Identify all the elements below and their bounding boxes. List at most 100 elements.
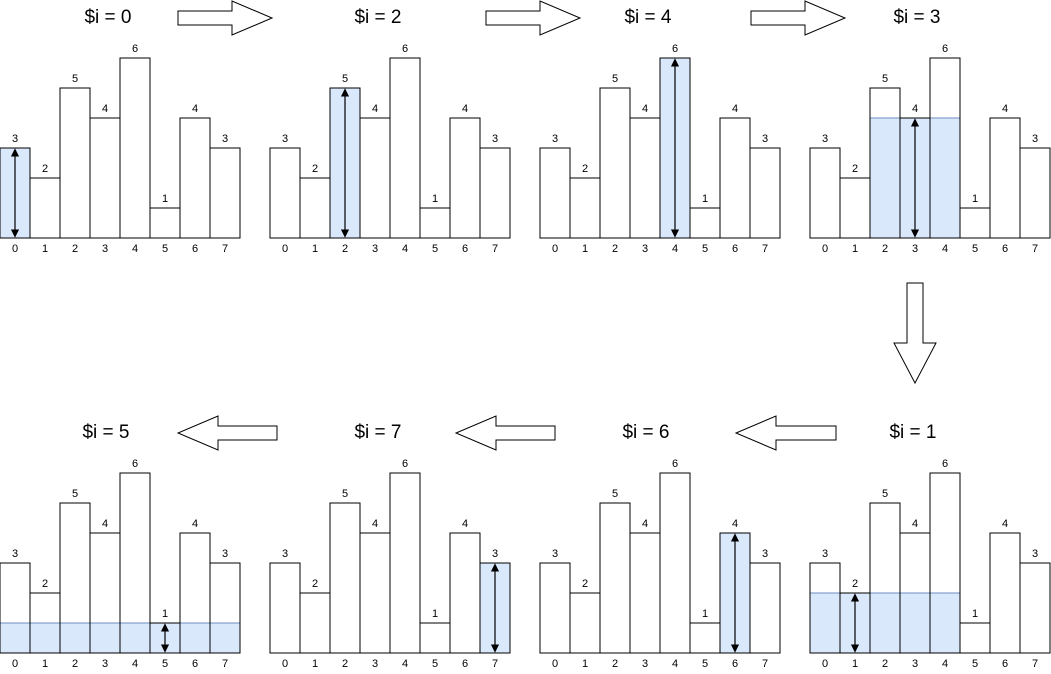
flow-arrows	[176, 0, 937, 451]
bar	[29, 177, 61, 239]
bar-value-label: 2	[42, 163, 48, 175]
bar-value-label: 2	[582, 578, 588, 590]
bar-value-label: 4	[1002, 103, 1008, 115]
index-tick-label: 0	[12, 243, 18, 255]
index-tick-label: 1	[312, 658, 318, 670]
index-tick-label: 4	[132, 243, 138, 255]
bar	[209, 147, 241, 239]
index-tick-label: 0	[282, 658, 288, 670]
index-tick-label: 2	[72, 658, 78, 670]
index-tick-label: 2	[612, 243, 618, 255]
bar-value-label: 3	[822, 548, 828, 560]
bar	[809, 147, 841, 239]
index-tick-label: 6	[732, 243, 738, 255]
bar	[1019, 562, 1051, 654]
bar-value-label: 3	[822, 133, 828, 145]
panel-title: $i = 7	[354, 422, 401, 443]
index-tick-label: 4	[672, 243, 678, 255]
bar-value-label: 5	[882, 488, 888, 500]
bar-value-label: 1	[432, 193, 438, 205]
index-tick-label: 1	[852, 243, 858, 255]
bar	[299, 592, 331, 654]
index-tick-label: 5	[702, 658, 708, 670]
bar-value-label: 2	[42, 578, 48, 590]
index-tick-label: 1	[852, 658, 858, 670]
panel-i-3: $i = 3 3 0 2 1 5 2 4 3 6 4 1 5 4 6 3 7	[809, 7, 1051, 255]
index-tick-label: 3	[102, 243, 108, 255]
bar	[569, 177, 601, 239]
index-tick-label: 6	[462, 243, 468, 255]
index-tick-label: 0	[552, 243, 558, 255]
index-tick-label: 6	[1002, 658, 1008, 670]
panel-title: $i = 1	[889, 422, 936, 443]
index-tick-label: 3	[912, 658, 918, 670]
arrow-down-icon	[893, 282, 937, 385]
index-tick-label: 6	[462, 658, 468, 670]
panels: $i = 0 3 0 2 1 5 2 4 3 6 4 1 5 4 6 3 7 $i = 2 3 0 2 1 5 2 4 3 6 4 1 5…	[0, 7, 1051, 670]
index-tick-label: 5	[432, 658, 438, 670]
index-tick-label: 7	[222, 243, 228, 255]
bar	[929, 57, 961, 239]
bar-value-label: 4	[642, 518, 648, 530]
bar	[179, 117, 211, 239]
index-tick-label: 6	[1002, 243, 1008, 255]
bar	[539, 147, 571, 239]
index-tick-label: 7	[762, 658, 768, 670]
bar-value-label: 4	[912, 103, 918, 115]
panel-i-2: $i = 2 3 0 2 1 5 2 4 3 6 4 1 5 4 6 3 7	[269, 7, 511, 255]
index-tick-label: 7	[222, 658, 228, 670]
panel-i-4: $i = 4 3 0 2 1 5 2 4 3 6 4 1 5 4 6 3 7	[539, 7, 781, 255]
bar	[449, 532, 481, 654]
bar-value-label: 4	[462, 103, 468, 115]
index-tick-label: 4	[942, 658, 948, 670]
bar	[989, 532, 1021, 654]
index-tick-label: 3	[912, 243, 918, 255]
bar-value-label: 3	[282, 548, 288, 560]
arrow-left-1-icon	[176, 415, 278, 451]
index-tick-label: 7	[1032, 658, 1038, 670]
bar	[1019, 147, 1051, 239]
bar-value-label: 4	[1002, 518, 1008, 530]
bar	[659, 57, 691, 239]
index-tick-label: 3	[642, 658, 648, 670]
arrow-right-1-icon	[177, 0, 274, 36]
bar-value-label: 2	[312, 163, 318, 175]
index-tick-label: 1	[582, 658, 588, 670]
bar	[629, 532, 661, 654]
bar-value-label: 4	[912, 518, 918, 530]
bar-value-label: 2	[852, 163, 858, 175]
bar-value-label: 6	[132, 43, 138, 55]
bar-value-label: 3	[492, 133, 498, 145]
bar-value-label: 1	[702, 193, 708, 205]
index-tick-label: 0	[12, 658, 18, 670]
panel-title: $i = 0	[84, 7, 131, 28]
index-tick-label: 1	[42, 243, 48, 255]
bar-value-label: 6	[402, 43, 408, 55]
bar-value-label: 5	[72, 73, 78, 85]
bar-value-label: 3	[552, 548, 558, 560]
index-tick-label: 0	[822, 658, 828, 670]
bar-value-label: 4	[102, 518, 108, 530]
panel-title: $i = 4	[624, 7, 671, 28]
bar	[389, 472, 421, 654]
bar-value-label: 3	[282, 133, 288, 145]
bar-value-label: 3	[762, 548, 768, 560]
bar	[389, 57, 421, 239]
bar-value-label: 4	[102, 103, 108, 115]
panel-i-1: $i = 1 3 0 2 1 5 2 4 3 6 4 1 5 4 6 3 7	[809, 422, 1051, 670]
bar-value-label: 4	[192, 103, 198, 115]
index-tick-label: 2	[342, 243, 348, 255]
bar	[59, 87, 91, 239]
index-tick-label: 2	[882, 243, 888, 255]
bar-value-label: 6	[672, 458, 678, 470]
index-tick-label: 3	[372, 658, 378, 670]
bar	[449, 117, 481, 239]
bar	[749, 562, 781, 654]
bar	[569, 592, 601, 654]
index-tick-label: 7	[492, 658, 498, 670]
arrow-left-3-icon	[734, 415, 837, 451]
bar	[479, 562, 511, 654]
index-tick-label: 0	[552, 658, 558, 670]
arrow-right-3-icon	[750, 0, 847, 36]
bar	[209, 562, 241, 654]
